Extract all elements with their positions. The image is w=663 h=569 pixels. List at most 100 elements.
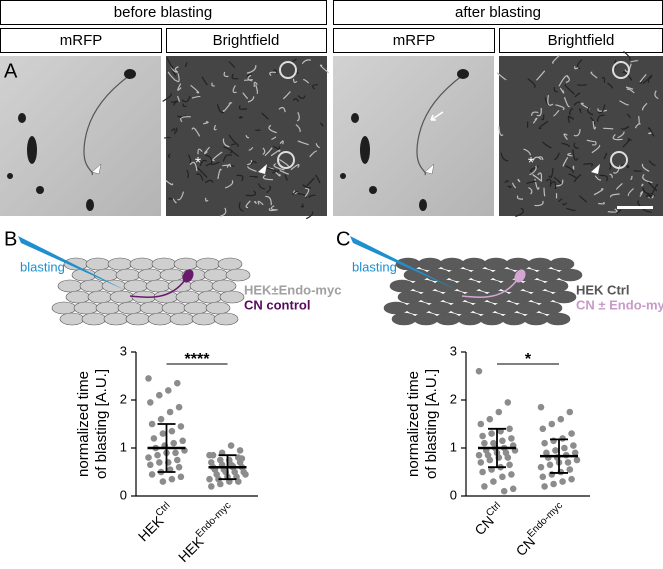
hek-cell (57, 279, 83, 293)
cell-outline (648, 195, 654, 199)
cell-outline (553, 176, 562, 185)
cell-outline (547, 95, 554, 106)
header: before blasting after blasting mRFP Brig… (0, 0, 663, 53)
cell-outline (257, 183, 266, 190)
cell-outline (622, 139, 631, 148)
hek-cell (159, 268, 185, 282)
cell-outline (273, 163, 285, 171)
hek-cell (529, 290, 555, 304)
data-point (481, 439, 488, 447)
hek-cell (169, 312, 195, 326)
x-tick-label: HEKCtrl (133, 500, 177, 544)
neurite (461, 279, 518, 298)
cell-ring (277, 151, 295, 169)
cell-outline (255, 84, 259, 94)
cell-outline (231, 149, 240, 157)
hek-cell (397, 290, 423, 304)
cell-outline (507, 185, 512, 189)
data-point (500, 487, 508, 495)
hek-cell (175, 290, 201, 304)
cell-body (360, 136, 370, 164)
cell-outline (217, 168, 222, 180)
cell-outline (303, 78, 310, 84)
hek-cell (103, 312, 129, 326)
cell-outline (238, 201, 244, 212)
cell-outline (319, 64, 330, 74)
cell-outline (612, 165, 621, 174)
cell-outline (538, 120, 549, 130)
data-point (227, 442, 235, 449)
hek-cell (139, 301, 165, 315)
cell-outline (271, 136, 277, 140)
cell-outline (264, 147, 273, 157)
data-point (508, 435, 515, 442)
data-point (235, 478, 242, 485)
data-point (566, 408, 574, 416)
hek-cell (433, 279, 459, 293)
neurite (416, 74, 464, 176)
cell-outline (616, 182, 623, 191)
cell-outline (262, 147, 266, 155)
cell-outline (173, 127, 178, 135)
data-point (145, 454, 152, 461)
data-point (499, 473, 506, 481)
cell-outline (580, 102, 590, 110)
hek-cell (435, 312, 461, 326)
cell-outline (612, 133, 623, 141)
significance-label: * (525, 351, 532, 368)
data-point (570, 442, 577, 449)
hek-cell (217, 257, 243, 271)
cell-outline (567, 152, 573, 157)
cell-outline (562, 157, 569, 167)
hek-cell (183, 301, 209, 315)
arrowhead (591, 164, 600, 174)
cell-outline (523, 148, 532, 156)
hek-cell (123, 279, 149, 293)
cell-outline (272, 169, 280, 174)
hek-cell (73, 301, 99, 315)
cell-outline (177, 115, 187, 118)
data-point (217, 480, 224, 488)
cell-body (124, 69, 136, 79)
cell-ring (610, 151, 628, 169)
cell-outline (168, 197, 175, 202)
data-point (481, 483, 488, 490)
cell-outline (622, 71, 633, 81)
header-text: before blasting (114, 4, 212, 21)
cell-outline (296, 192, 307, 199)
y-tick-label: 3 (120, 343, 127, 358)
hek-cell (419, 290, 445, 304)
data-point (548, 420, 556, 428)
cell-outline (189, 161, 198, 172)
hek-cell (447, 268, 473, 282)
cell-outline (598, 201, 605, 205)
cell-outline (553, 109, 560, 117)
data-point (236, 447, 244, 454)
cell-outline (579, 108, 582, 114)
data-point (541, 483, 548, 490)
cell-outline (648, 132, 653, 135)
cell-outline (590, 71, 598, 79)
cell-ring (612, 61, 630, 79)
cell-outline (641, 183, 644, 187)
cell-outline (201, 76, 208, 86)
cell-outline (312, 83, 318, 90)
cell-outline (626, 88, 635, 94)
data-point (550, 480, 557, 488)
cell-outline (216, 104, 225, 114)
data-point (238, 455, 246, 462)
cell-outline (572, 149, 579, 161)
cell-outline (574, 66, 579, 70)
cell-outline (266, 167, 276, 172)
cell-outline (232, 85, 237, 94)
cell-outline (204, 146, 211, 155)
cell-outline (230, 164, 235, 168)
cell-outline (591, 144, 601, 154)
cell-outline (223, 146, 233, 154)
header-box (0, 0, 327, 25)
cell-outline (278, 169, 289, 175)
hek-cell (389, 279, 415, 293)
cell-outline (642, 102, 648, 111)
data-point (486, 415, 494, 423)
